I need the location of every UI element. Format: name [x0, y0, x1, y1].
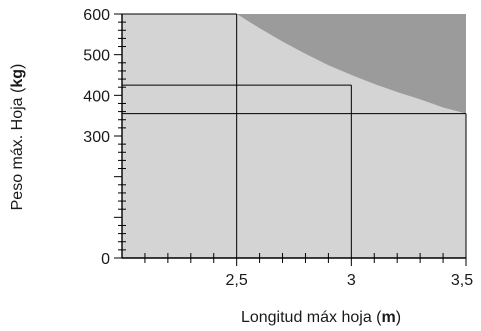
- allowed-region: [122, 14, 466, 258]
- y-tick-label: 600: [83, 7, 110, 24]
- y-axis-label: Peso máx. Hoja (kg): [9, 64, 26, 211]
- y-tick-label: 400: [83, 88, 110, 105]
- y-tick-label: 300: [83, 129, 110, 146]
- reference-lines: [122, 13, 467, 258]
- tick-labels: 0 300 400 500 600 2,5 3 3,5: [83, 7, 473, 289]
- y-tick-label: 0: [101, 251, 110, 268]
- y-tick-label: 500: [83, 48, 110, 65]
- x-tick-label: 2,5: [226, 272, 248, 289]
- axis-ticks: [114, 13, 467, 266]
- x-tick-label: 3: [347, 272, 356, 289]
- forbidden-region: [236, 14, 466, 114]
- x-tick-label: 3,5: [451, 272, 473, 289]
- x-axis-label: Longitud máx hoja (m): [241, 309, 401, 326]
